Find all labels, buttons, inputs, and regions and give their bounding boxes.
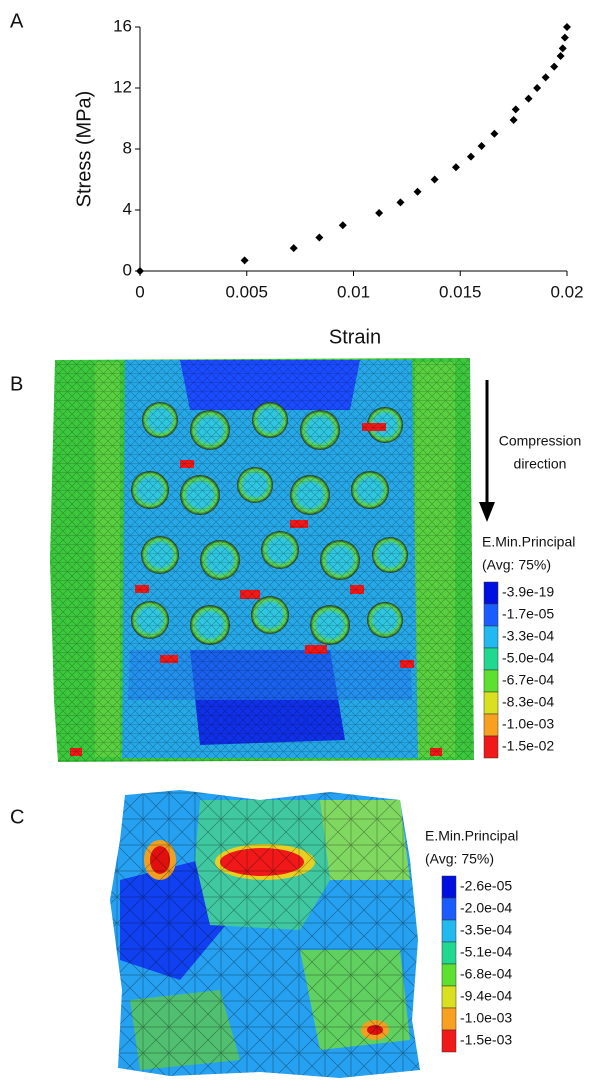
x-tick-label: 0.02 bbox=[550, 282, 583, 301]
data-point bbox=[550, 62, 559, 71]
legend-label: -6.8e-04 bbox=[460, 966, 512, 982]
data-point bbox=[240, 256, 249, 265]
data-point bbox=[315, 233, 324, 242]
data-point bbox=[490, 129, 499, 138]
y-tick-label: 4 bbox=[123, 199, 132, 218]
fem-image-b bbox=[50, 358, 495, 762]
legend-title: (Avg: 75%) bbox=[482, 557, 551, 573]
x-axis-title: Strain bbox=[329, 326, 381, 348]
legend-label: -3.3e-04 bbox=[502, 628, 554, 644]
legend-swatch bbox=[441, 1029, 457, 1053]
y-tick-label: 0 bbox=[123, 260, 132, 279]
legend-title: E.Min.Principal bbox=[482, 534, 575, 550]
data-point bbox=[477, 141, 486, 150]
data-point bbox=[451, 163, 460, 172]
legend-swatch bbox=[441, 875, 457, 899]
data-point bbox=[524, 94, 533, 103]
data-point bbox=[413, 187, 422, 196]
annotation: direction bbox=[514, 456, 567, 472]
legend-swatch bbox=[483, 735, 499, 759]
legend-label: -3.5e-04 bbox=[460, 922, 512, 938]
legend-c: E.Min.Principal (Avg: 75%) -2.6e-05 -2.0e… bbox=[425, 828, 518, 1053]
data-point bbox=[511, 105, 520, 114]
y-tick-label: 12 bbox=[113, 77, 132, 96]
data-point bbox=[396, 198, 405, 207]
data-point bbox=[533, 84, 542, 92]
chart-a: Strain Stress (MPa) 0 0.005 0.01 0.015 0.02 0… bbox=[73, 16, 583, 348]
legend-label: -1.5e-02 bbox=[502, 738, 554, 754]
data-point bbox=[560, 33, 569, 42]
data-point bbox=[430, 175, 439, 184]
data-point bbox=[541, 73, 550, 82]
legend-swatch bbox=[483, 713, 499, 737]
data-point bbox=[509, 116, 518, 125]
legend-swatch bbox=[441, 985, 457, 1009]
annotation: Compression bbox=[499, 433, 581, 449]
legend-swatch bbox=[483, 647, 499, 671]
legend-swatch bbox=[441, 919, 457, 943]
data-point bbox=[136, 267, 144, 275]
data-point bbox=[289, 244, 298, 253]
data-point bbox=[556, 51, 565, 60]
data-point bbox=[466, 152, 475, 161]
data-point bbox=[563, 23, 571, 31]
legend-label: -1.5e-03 bbox=[460, 1032, 512, 1048]
legend-swatch bbox=[483, 625, 499, 649]
legend-label: -9.4e-04 bbox=[460, 988, 512, 1004]
x-tick-label: 0.005 bbox=[225, 282, 268, 301]
y-tick-label: 8 bbox=[123, 138, 132, 157]
y-axis-title: Stress (MPa) bbox=[73, 91, 95, 208]
legend-swatch bbox=[483, 691, 499, 715]
legend-label: -2.6e-05 bbox=[460, 878, 512, 894]
x-tick-label: 0 bbox=[135, 282, 144, 301]
fem-image-c bbox=[110, 790, 420, 1078]
legend-label: -5.0e-04 bbox=[502, 650, 554, 666]
legend-swatch bbox=[441, 963, 457, 987]
x-tick-label: 0.01 bbox=[337, 282, 370, 301]
legend-swatch bbox=[483, 581, 499, 605]
legend-b: Compression direction E.Min.Principal (A… bbox=[482, 433, 581, 759]
legend-swatch bbox=[441, 1007, 457, 1031]
legend-swatch bbox=[441, 941, 457, 965]
legend-label: -1.7e-05 bbox=[502, 606, 554, 622]
legend-label: -5.1e-04 bbox=[460, 944, 512, 960]
panel-label: B bbox=[10, 373, 23, 395]
legend-title: E.Min.Principal bbox=[425, 828, 518, 844]
legend-label: -1.0e-03 bbox=[502, 716, 554, 732]
legend-label: -3.9e-19 bbox=[502, 584, 554, 600]
data-point bbox=[558, 44, 567, 53]
legend-label: -1.0e-03 bbox=[460, 1010, 512, 1026]
legend-label: -6.7e-04 bbox=[502, 672, 554, 688]
data-point bbox=[338, 221, 347, 230]
data-point bbox=[375, 209, 384, 218]
legend-swatch bbox=[483, 603, 499, 627]
legend-label: -8.3e-04 bbox=[502, 694, 554, 710]
x-tick-label: 0.015 bbox=[439, 282, 482, 301]
legend-title: (Avg: 75%) bbox=[425, 851, 494, 867]
y-tick-label: 16 bbox=[113, 16, 132, 35]
panel-label: C bbox=[10, 806, 24, 828]
legend-label: -2.0e-04 bbox=[460, 900, 512, 916]
panel-label: A bbox=[10, 10, 24, 32]
legend-swatch bbox=[483, 669, 499, 693]
legend-swatch bbox=[441, 897, 457, 921]
